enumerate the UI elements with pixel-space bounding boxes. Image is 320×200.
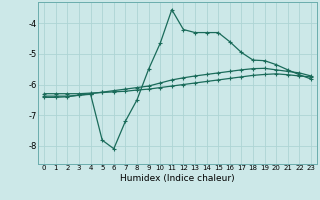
X-axis label: Humidex (Indice chaleur): Humidex (Indice chaleur) — [120, 174, 235, 183]
